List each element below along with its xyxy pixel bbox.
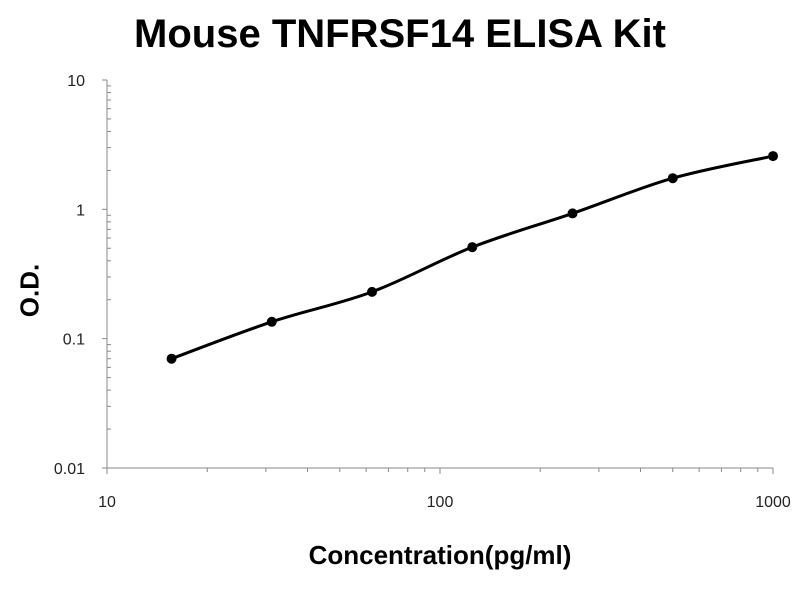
- data-point: [266, 316, 277, 327]
- data-point: [166, 353, 177, 364]
- y-tick-label: 0.01: [54, 461, 85, 478]
- x-axis-label: Concentration(pg/ml): [308, 540, 572, 570]
- fit-curve: [171, 154, 774, 361]
- chart-title: Mouse TNFRSF14 ELISA Kit: [134, 12, 666, 56]
- data-point: [567, 208, 578, 219]
- data-point: [467, 242, 478, 253]
- data-point: [367, 286, 378, 297]
- data-point: [667, 173, 678, 184]
- y-tick-label: 1: [76, 202, 85, 219]
- x-tick-label: 10: [98, 494, 116, 511]
- x-tick-label: 100: [427, 494, 454, 511]
- x-tick-label: 1000: [755, 494, 791, 511]
- data-point: [768, 151, 778, 162]
- y-tick-label: 10: [67, 73, 85, 90]
- y-tick-label: 0.1: [63, 332, 85, 349]
